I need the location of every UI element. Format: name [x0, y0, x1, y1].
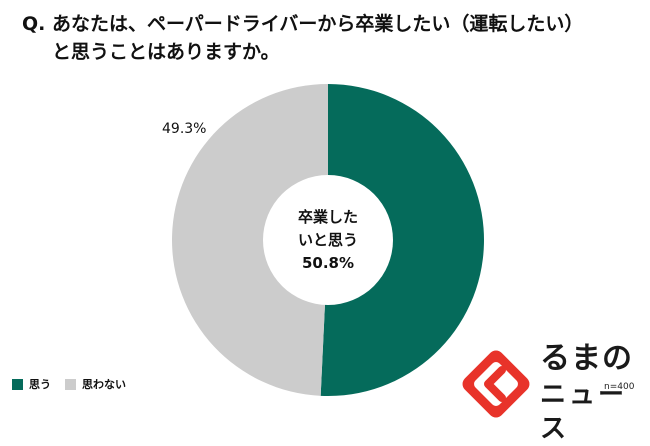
center-label-line-2: いと思う — [298, 231, 358, 249]
data-label-no: 49.3% — [162, 121, 206, 137]
donut-slice-yes — [320, 84, 484, 396]
sample-size: n=400 — [604, 382, 635, 392]
question-title: Q. あなたは、ペーパードライバーから卒業したい（運転したい） と思うことはあり… — [22, 10, 642, 66]
donut-chart: 49.3% 卒業した いと思う 50.8% — [162, 84, 484, 396]
center-label-line-1: 卒業した — [298, 208, 358, 226]
donut-slice-no — [171, 84, 328, 396]
kuruma-news-watermark: るまの ニュース — [460, 340, 650, 444]
question-line-2: と思うことはありますか。 — [52, 41, 280, 63]
logo-text-line-1: るまの — [540, 341, 633, 376]
legend-swatch-yes — [12, 378, 23, 390]
legend-item-no: 思わない — [65, 376, 126, 392]
question-line-1: Q. あなたは、ペーパードライバーから卒業したい（運転したい） — [22, 13, 584, 35]
logo-text-line-2: ニュース — [540, 380, 628, 444]
center-label-value: 50.8% — [302, 254, 354, 272]
donut-slices — [171, 84, 484, 396]
legend-label-no: 思わない — [82, 378, 126, 391]
kuruma-logo-mark-icon — [462, 350, 530, 418]
donut-hole — [263, 175, 393, 305]
legend-swatch-no — [65, 378, 76, 390]
legend-item-yes: 思う — [12, 376, 51, 392]
kuruma-logo-text: るまの ニュース — [540, 340, 650, 446]
chart-legend: 思う 思わない — [12, 376, 126, 392]
legend-label-yes: 思う — [29, 378, 51, 391]
